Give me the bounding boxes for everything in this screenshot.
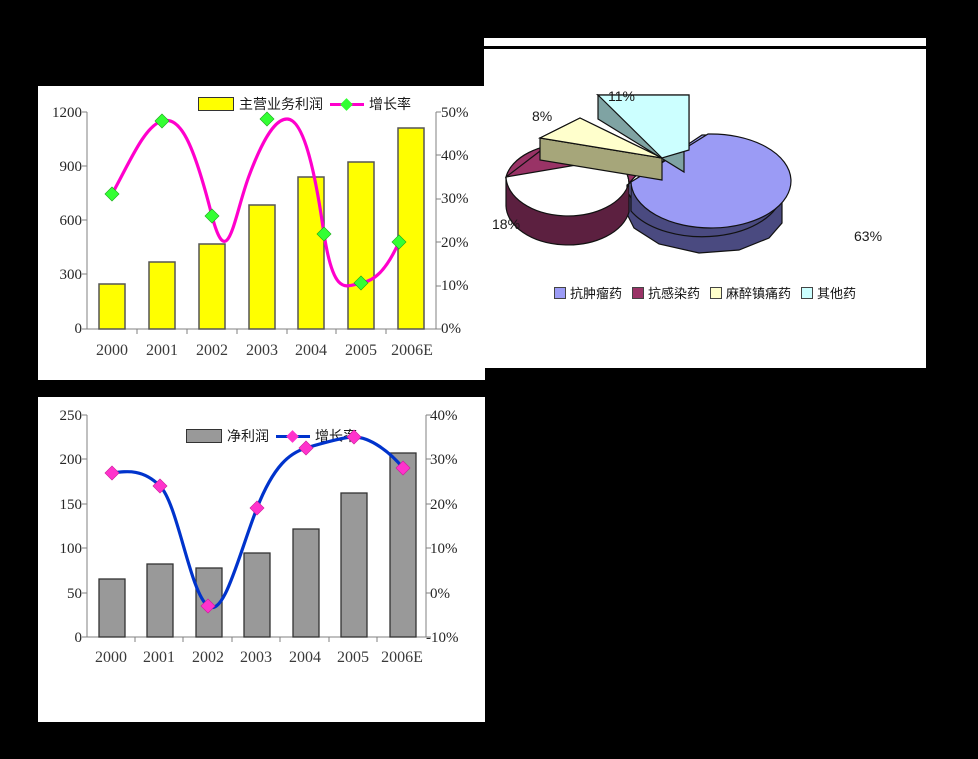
chart2-bars	[98, 452, 417, 638]
pie-legend-entry-other: 其他药	[801, 283, 856, 302]
legend-swatch-icon	[710, 286, 722, 299]
chart2-xtick-2000: 2000	[95, 649, 127, 666]
chart1-ytick-900: 900	[59, 159, 83, 175]
pie-label-anti-infective: 18%	[492, 216, 521, 232]
chart1-ytick2-20pct: 20%	[441, 235, 469, 251]
pie-legend-label-anesthetic: 麻醉镇痛药	[726, 286, 792, 301]
chart1-bars	[98, 127, 425, 330]
chart2-ytick-0: 0	[74, 630, 83, 646]
pie-legend-entry-anti-tumor: 抗肿瘤药	[553, 283, 622, 302]
legend-swatch-icon	[553, 286, 566, 299]
chart1-ytick2-10pct: 10%	[441, 278, 469, 294]
pie-chart-graphic	[504, 93, 792, 254]
net-profit-chart-panel: 净利润 增长率 250 200 150 100 50 0 40% 30% 20%…	[38, 397, 485, 722]
line-diamond-swatch-icon	[330, 98, 364, 111]
chart1-xtick-2000: 2000	[96, 342, 128, 359]
legend-entry-net-profit: 净利润	[186, 426, 269, 446]
pie-slice-anesthetic	[538, 117, 663, 181]
chart2-ytick2-0pct: 0%	[430, 586, 450, 602]
chart2-ytick2-40pct: 40%	[430, 408, 458, 424]
chart2-ytick2-20pct: 20%	[430, 497, 458, 513]
chart2-xtick-2005: 2005	[337, 649, 369, 666]
pie-legend-label-other: 其他药	[817, 286, 857, 301]
chart1-legend: 主营业务利润 增长率	[198, 94, 411, 114]
chart1-xtick-2005: 2005	[345, 342, 377, 359]
bar-swatch-icon	[198, 97, 234, 111]
line-diamond-swatch-icon	[276, 430, 310, 443]
chart2-ytick-150: 150	[59, 497, 83, 513]
pie-legend-entry-anesthetic: 麻醉镇痛药	[710, 283, 791, 302]
product-mix-pie-panel: 63% 18% 8% 11% 抗肿瘤药 抗感染药 麻醉镇痛药 其他药	[484, 38, 926, 368]
legend-label-operating-profit: 主营业务利润	[239, 98, 323, 113]
chart2-xtick-2003: 2003	[240, 649, 272, 666]
chart2-ytick-200: 200	[59, 452, 83, 468]
chart2-ytick2-neg10pct: -10%	[426, 630, 459, 646]
pie-slice-other	[595, 93, 690, 174]
pie-legend-entry-anti-infective: 抗感染药	[631, 283, 700, 302]
chart1-ytick-1200: 1200	[52, 105, 82, 121]
chart2-ytick-50: 50	[67, 586, 82, 602]
chart1-plot-area	[82, 111, 441, 334]
legend-label-growth-rate: 增长率	[369, 98, 411, 113]
chart1-xtick-2003: 2003	[246, 342, 278, 359]
chart2-legend: 净利润 增长率	[186, 426, 357, 446]
chart1-ytick2-30pct: 30%	[441, 191, 469, 207]
legend-swatch-icon	[631, 286, 644, 299]
legend-swatch-icon	[801, 286, 814, 299]
chart2-ytick-250: 250	[59, 408, 83, 424]
chart1-ytick2-40pct: 40%	[441, 148, 469, 164]
pie-label-anesthetic: 8%	[532, 108, 553, 124]
chart1-xtick-2001: 2001	[146, 342, 178, 359]
legend-entry-operating-profit: 主营业务利润	[198, 94, 323, 114]
chart1-ytick-600: 600	[59, 213, 83, 229]
pie-legend: 抗肿瘤药 抗感染药 麻醉镇痛药 其他药	[484, 283, 926, 302]
chart1-ytick-300: 300	[59, 267, 83, 283]
chart1-ytick2-50pct: 50%	[441, 105, 469, 121]
chart1-xtick-2002: 2002	[196, 342, 228, 359]
pie-legend-label-anti-tumor: 抗肿瘤药	[569, 286, 622, 301]
pie-label-other: 11%	[608, 88, 635, 104]
chart2-xtick-2004: 2004	[289, 649, 321, 666]
chart2-ytick-100: 100	[59, 541, 83, 557]
chart2-xtick-2006e: 2006E	[381, 649, 423, 666]
chart1-growth-markers	[104, 111, 407, 291]
chart1-ytick-0: 0	[74, 321, 83, 337]
pie-label-anti-tumor: 63%	[854, 228, 883, 244]
pie-legend-label-anti-infective: 抗感染药	[647, 286, 700, 301]
chart2-ytick2-30pct: 30%	[430, 452, 458, 468]
legend-entry-growth-rate: 增长率	[330, 94, 411, 114]
chart2-growth-markers	[104, 429, 411, 614]
chart2-plot-area	[82, 414, 431, 642]
bar-swatch-icon	[186, 429, 222, 443]
operating-profit-chart-panel: 主营业务利润 增长率 1200 900 600 300 0 50% 40% 30…	[38, 86, 485, 380]
chart1-ytick2-0pct: 0%	[441, 321, 461, 337]
chart1-xtick-2004: 2004	[295, 342, 327, 359]
panel-top-rule	[484, 46, 926, 49]
chart1-xtick-2006e: 2006E	[391, 342, 433, 359]
chart2-ytick2-10pct: 10%	[430, 541, 458, 557]
legend-label-net-profit: 净利润	[227, 430, 269, 445]
chart2-xtick-2002: 2002	[192, 649, 224, 666]
chart2-xtick-2001: 2001	[143, 649, 175, 666]
